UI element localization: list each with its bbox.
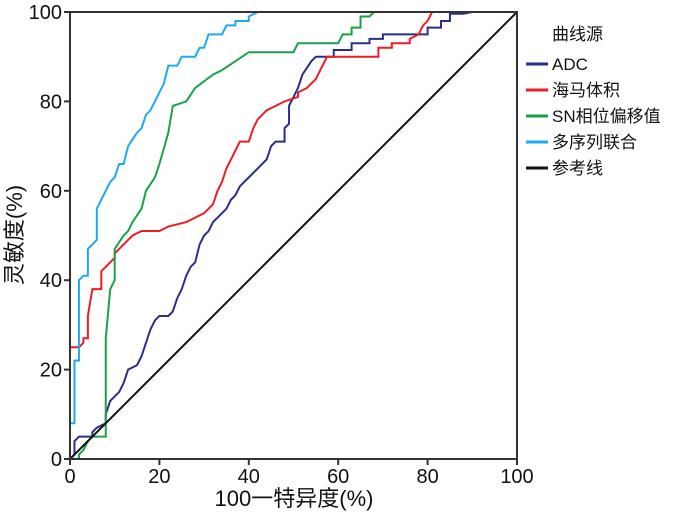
curves xyxy=(69,11,518,460)
series-line-4 xyxy=(69,11,518,460)
x-tick-label: 100 xyxy=(500,466,533,488)
y-tick-label: 60 xyxy=(40,181,62,203)
series-line-0 xyxy=(69,11,517,460)
y-tick-label: 80 xyxy=(40,91,62,113)
x-tick-label: 40 xyxy=(238,466,260,488)
x-axis-label: 100一特异度(%) xyxy=(215,486,374,511)
x-tick-label: 20 xyxy=(148,466,170,488)
legend-label-0: ADC xyxy=(552,55,588,74)
legend-label-3: 多序列联合 xyxy=(552,133,637,152)
legend-label-2: SN相位偏移值 xyxy=(552,107,661,126)
series-line-1 xyxy=(70,11,517,349)
y-tick-label: 40 xyxy=(40,270,62,292)
legend-label-4: 参考线 xyxy=(552,159,603,178)
y-tick-label: 100 xyxy=(29,2,62,24)
x-tick-label: 60 xyxy=(327,466,349,488)
y-axis-label: 灵敏度(%) xyxy=(2,185,27,285)
x-tick-label: 0 xyxy=(64,466,75,488)
legend-label-1: 海马体积 xyxy=(552,81,620,100)
plot-frame xyxy=(69,11,518,460)
y-tick-label: 0 xyxy=(51,449,62,471)
x-tick-label: 80 xyxy=(416,466,438,488)
ticks: 0 20 40 60 80 100 0 20 40 60 80 100 xyxy=(29,2,534,488)
y-tick-label: 20 xyxy=(40,360,62,382)
legend-title: 曲线源 xyxy=(552,25,603,44)
series-line-3 xyxy=(69,11,517,459)
series-line-2 xyxy=(70,11,517,460)
